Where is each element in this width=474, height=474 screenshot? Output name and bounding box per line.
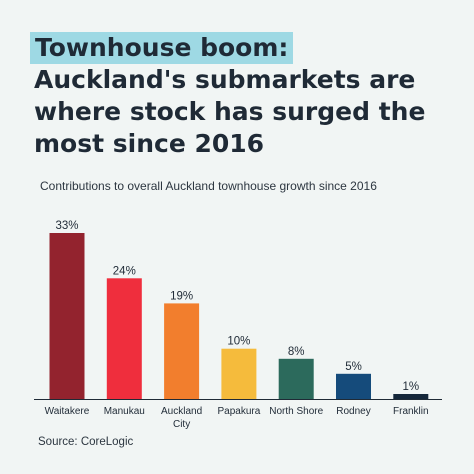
bar-north-shore	[278, 358, 314, 399]
value-label: 24%	[113, 265, 136, 277]
bar-waitakere	[49, 233, 85, 399]
bar-papakura	[221, 348, 257, 399]
category-label: Papakura	[217, 406, 260, 417]
value-label: 33%	[55, 220, 78, 232]
bar-franklin	[393, 394, 429, 399]
chart-subtitle: Contributions to overall Auckland townho…	[40, 179, 377, 193]
value-label: 1%	[402, 381, 419, 393]
title-line-1: Townhouse boom:	[30, 32, 454, 64]
value-label: 10%	[227, 336, 250, 348]
category-label: Auckland	[161, 406, 202, 417]
category-label: City	[173, 419, 190, 430]
value-label: 5%	[345, 361, 362, 373]
value-label: 19%	[170, 290, 193, 302]
category-label: Rodney	[336, 406, 370, 417]
title-line-4: most since 2016	[34, 129, 265, 158]
category-label: Franklin	[393, 406, 429, 417]
category-label: North Shore	[269, 406, 323, 417]
bar-auckland-city	[164, 303, 200, 399]
title-line-3: where stock has surged the	[34, 97, 426, 126]
chart-title: Townhouse boom: Auckland's submarkets ar…	[30, 32, 454, 160]
category-label: Waitakere	[45, 406, 90, 417]
bar-manukau	[106, 278, 142, 399]
value-label: 8%	[288, 346, 305, 358]
title-highlight: Townhouse boom:	[30, 32, 294, 64]
title-line-2: Auckland's submarkets are	[34, 65, 416, 94]
category-label: Manukau	[104, 406, 145, 417]
bars-group: 33% Waitakere 24% Manukau 19% Auckland City 10%…	[45, 220, 429, 430]
source-note: Source: CoreLogic	[38, 436, 134, 448]
bar-rodney	[336, 373, 371, 399]
